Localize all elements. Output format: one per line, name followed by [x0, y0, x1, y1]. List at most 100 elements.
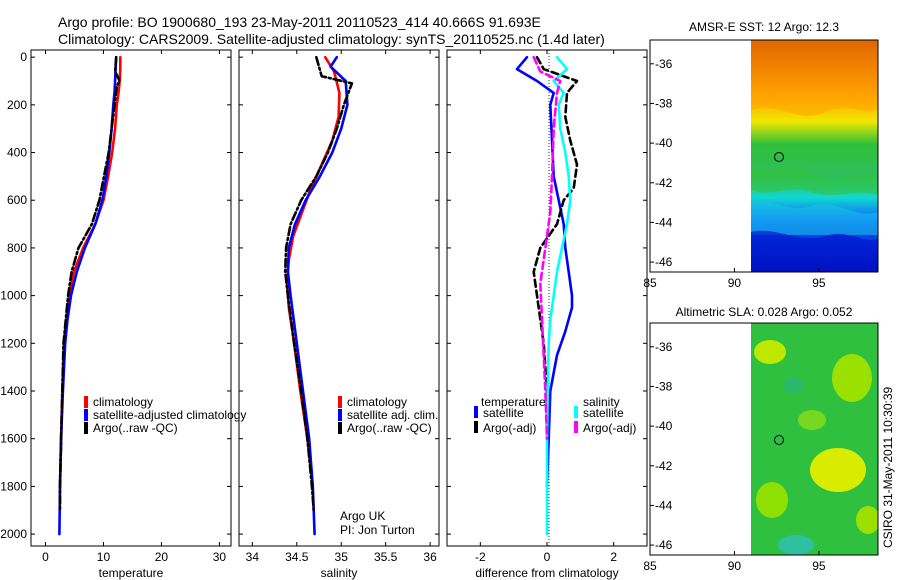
legend-heading-salinity: salinity [583, 395, 620, 409]
map-y-tick-label: -36 [655, 57, 673, 71]
series-line-salinity-satellite [545, 55, 572, 536]
map-x-tick-label: 95 [812, 559, 826, 573]
x-tick-label: 36 [423, 550, 437, 564]
sst-cold-band [751, 230, 878, 272]
temperature-legend: climatology satellite-adjusted climatolo… [84, 395, 246, 435]
legend-label-climatology: climatology [347, 395, 407, 409]
x-tick-label: 2 [610, 550, 617, 564]
difference-panel: -2 0 2 difference from climatology tempera… [446, 49, 648, 580]
legend-swatch-sal-satellite [574, 406, 578, 418]
map-y-tick-label: -46 [655, 538, 673, 552]
sla-anomaly-blob [856, 506, 878, 534]
legend-swatch-temp-satellite [474, 406, 478, 418]
y-tick-label: 800 [7, 241, 27, 255]
series-line-climatology [285, 55, 341, 488]
map-y-tick-label: -44 [655, 498, 673, 512]
difference-legend: temperature satellite Argo(-adj) salinit… [474, 395, 636, 435]
legend-heading-temperature: temperature [481, 395, 546, 409]
legend-label-satellite-adj: satellite adj. clim. [347, 408, 438, 422]
legend-swatch-argo [338, 422, 342, 434]
map-y-tick-label: -38 [655, 96, 673, 110]
x-tick-label: 10 [97, 550, 111, 564]
csiro-timestamp-label: CSIRO 31-May-2011 10:30:39 [881, 386, 895, 548]
salinity-panel: 34 34.5 35 35.5 36 salinity climatology sate… [238, 49, 440, 580]
x-tick-label: 35 [335, 550, 349, 564]
map-x-tick-label: 85 [643, 276, 657, 290]
legend-swatch-satellite-adj [338, 409, 342, 421]
sla-anomaly-blob [783, 377, 803, 393]
legend-swatch-sal-argo [574, 421, 578, 433]
legend-swatch-temp-argo [474, 421, 478, 433]
legend-label-argo: Argo(..raw -QC) [347, 421, 432, 435]
sla-argo-location-marker [774, 435, 784, 445]
y-tick-label: 400 [7, 146, 27, 160]
y-tick-label: 1600 [0, 432, 27, 446]
map-y-tick-label: -46 [655, 255, 673, 269]
legend-label-satellite-adjusted: satellite-adjusted climatology [93, 408, 246, 422]
salinity-xlabel: salinity [321, 566, 358, 580]
map-x-tick-label: 95 [812, 276, 826, 290]
sst-mid-band [751, 167, 878, 195]
map-y-tick-label: -42 [655, 176, 673, 190]
y-tick-label: 1000 [0, 289, 27, 303]
x-tick-label: 35.5 [374, 550, 398, 564]
sst-axes-frame [649, 39, 879, 273]
sla-map-title: Altimetric SLA: 0.028 Argo: 0.052 [676, 305, 853, 319]
map-y-tick-label: -42 [655, 459, 673, 473]
map-y-tick-label: -44 [655, 215, 673, 229]
figure-title-line1: Argo profile: BO 1900680_193 23-May-2011… [58, 14, 541, 30]
sla-anomaly-blob [832, 354, 872, 402]
salinity-annotation-pi: PI: Jon Turton [340, 523, 415, 537]
x-tick-label: 30 [213, 550, 227, 564]
y-tick-label: 1800 [0, 479, 27, 493]
salinity-annotation-argo-uk: Argo UK [340, 509, 385, 523]
sla-anomaly-blob [810, 448, 866, 492]
legend-swatch-argo [84, 422, 88, 434]
map-y-tick-label: -40 [655, 419, 673, 433]
sst-map-title: AMSR-E SST: 12 Argo: 12.3 [689, 20, 839, 34]
y-tick-label: 200 [7, 98, 27, 112]
legend-swatch-climatology [84, 396, 88, 408]
legend-label-climatology: climatology [93, 395, 153, 409]
legend-label-sal-argo: Argo(-adj) [583, 421, 636, 435]
temperature-xlabel: temperature [99, 566, 164, 580]
x-tick-label: 20 [155, 550, 169, 564]
sla-anomaly-blob [756, 482, 788, 518]
legend-swatch-satellite-adjusted [84, 409, 88, 421]
x-tick-label: 0 [42, 550, 49, 564]
y-tick-label: 1400 [0, 384, 27, 398]
sla-anomaly-blob [798, 410, 826, 430]
y-tick-label: 1200 [0, 336, 27, 350]
series-line-argo-raw-qc [283, 55, 354, 512]
sst-warm-front [751, 40, 878, 116]
y-tick-label: 2000 [0, 527, 27, 541]
temperature-panel: 0 10 20 30 0 200 400 600 800 1000 1200 1400 1600 1800… [0, 49, 246, 580]
sla-map-panel: Altimetric SLA: 0.028 Argo: 0.052 85 90 95… [643, 305, 895, 573]
sst-map-panel: AMSR-E SST: 12 Argo: 12.3 85 90 95 -36 -38 -4… [643, 20, 879, 290]
map-x-tick-label: 90 [728, 276, 742, 290]
temperature-axes-frame [30, 49, 232, 547]
y-tick-label: 600 [7, 193, 27, 207]
sst-cool-front [751, 199, 878, 235]
sla-heatmap-field [751, 323, 878, 555]
sla-axes-frame [649, 322, 879, 556]
sla-anomaly-blob [754, 340, 786, 364]
x-tick-label: 34 [246, 550, 260, 564]
salinity-legend: climatology satellite adj. clim. Argo(..… [338, 395, 438, 435]
y-tick-label: 0 [20, 50, 27, 64]
legend-label-sal-satellite: satellite [583, 406, 624, 420]
legend-label-temp-argo: Argo(-adj) [483, 421, 536, 435]
map-y-tick-label: -40 [655, 136, 673, 150]
series-line-argo-raw-qc [58, 55, 121, 512]
map-y-tick-label: -36 [655, 340, 673, 354]
map-x-tick-label: 85 [643, 559, 657, 573]
sst-argo-location-marker [774, 152, 784, 162]
x-tick-label: -2 [475, 550, 486, 564]
x-tick-label: 34.5 [285, 550, 309, 564]
map-y-tick-label: -38 [655, 379, 673, 393]
legend-label-temp-satellite: satellite [483, 406, 524, 420]
sst-heatmap-field [751, 40, 878, 272]
series-line-satellite-adj-clim [286, 55, 349, 536]
map-x-tick-label: 90 [728, 559, 742, 573]
